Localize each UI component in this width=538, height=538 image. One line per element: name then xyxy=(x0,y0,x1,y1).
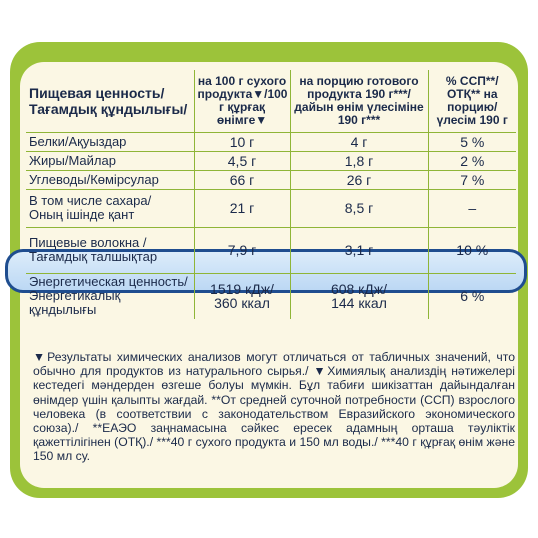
header-per-portion: на порцию готового продукта 190 г***/дай… xyxy=(289,70,429,133)
row-per100: 21 г xyxy=(193,189,291,228)
row-percent: 7 % xyxy=(427,170,516,190)
header-percent-daily: % ССП**/ОТҚ** на порцию/ үлесім 190 г xyxy=(427,70,516,133)
row-name: В том числе сахара/ Оның ішінде қант xyxy=(26,189,195,228)
row-percent: 10 % xyxy=(427,227,516,274)
row-percent: 6 % xyxy=(427,273,516,319)
nutrition-table: Пищевая ценность/ Тағамдық құндылығы/ на… xyxy=(26,70,516,319)
row-portion: 26 г xyxy=(289,170,429,190)
row-percent: 2 % xyxy=(427,151,516,171)
table-row: Энергетическая ценность/ Энергетикалық қ… xyxy=(26,273,516,319)
row-per100: 4,5 г xyxy=(193,151,291,171)
row-portion: 1,8 г xyxy=(289,151,429,171)
row-portion: 4 г xyxy=(289,132,429,152)
table-header-row: Пищевая ценность/ Тағамдық құндылығы/ на… xyxy=(26,70,516,133)
header-per-100g: на 100 г сухого продукта▼/100 г құрғақ ө… xyxy=(193,70,291,133)
row-percent: – xyxy=(427,189,516,228)
row-per100: 66 г xyxy=(193,170,291,190)
table-row-highlighted: Пищевые волокна / Тағамдық талшықтар 7,9… xyxy=(26,227,516,274)
row-name: Пищевые волокна / Тағамдық талшықтар xyxy=(26,227,195,274)
row-portion: 608 кДж/ 144 ккал xyxy=(289,273,429,319)
table-row: Жиры/Майлар 4,5 г 1,8 г 2 % xyxy=(26,151,516,171)
row-per100: 10 г xyxy=(193,132,291,152)
table-row: В том числе сахара/ Оның ішінде қант 21 … xyxy=(26,189,516,228)
row-name: Углеводы/Көмірсулар xyxy=(26,170,195,190)
row-name: Жиры/Майлар xyxy=(26,151,195,171)
row-portion: 8,5 г xyxy=(289,189,429,228)
row-portion: 3,1 г xyxy=(289,227,429,274)
table-row: Углеводы/Көмірсулар 66 г 26 г 7 % xyxy=(26,170,516,190)
row-percent: 5 % xyxy=(427,132,516,152)
footnote-text: ▼Результаты химических анализов могут от… xyxy=(33,350,515,464)
header-nutrition-value: Пищевая ценность/ Тағамдық құндылығы/ xyxy=(26,70,195,133)
row-name: Энергетическая ценность/ Энергетикалық қ… xyxy=(26,273,195,319)
row-per100: 7,9 г xyxy=(193,227,291,274)
row-name: Белки/Ақуыздар xyxy=(26,132,195,152)
table-row: Белки/Ақуыздар 10 г 4 г 5 % xyxy=(26,132,516,152)
row-per100: 1519 кДж/ 360 ккал xyxy=(193,273,291,319)
